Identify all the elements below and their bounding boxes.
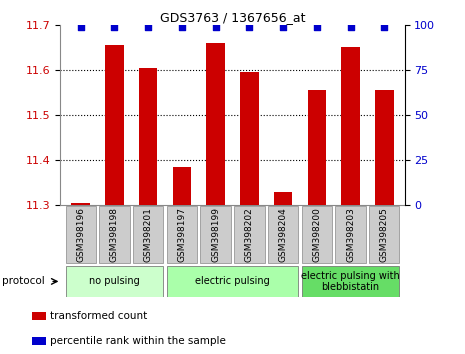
Bar — [105, 45, 124, 205]
Point — [178, 24, 186, 29]
Bar — [307, 90, 326, 205]
Text: GSM398200: GSM398200 — [312, 207, 321, 262]
Point — [77, 24, 85, 29]
Bar — [66, 206, 96, 263]
Bar — [32, 312, 46, 320]
Point — [380, 24, 388, 29]
Text: electric pulsing with
blebbistatin: electric pulsing with blebbistatin — [301, 270, 400, 292]
Bar — [234, 206, 265, 263]
Text: transformed count: transformed count — [50, 311, 148, 321]
Bar — [274, 192, 292, 205]
Bar — [99, 206, 130, 263]
Bar — [173, 167, 191, 205]
Bar — [268, 206, 298, 263]
Bar — [341, 47, 360, 205]
Text: no pulsing: no pulsing — [89, 276, 140, 286]
Bar — [335, 206, 366, 263]
Text: protocol: protocol — [2, 276, 45, 286]
Text: percentile rank within the sample: percentile rank within the sample — [50, 336, 226, 346]
Bar — [240, 72, 259, 205]
Bar — [369, 206, 399, 263]
Bar — [206, 43, 225, 205]
Text: electric pulsing: electric pulsing — [195, 276, 270, 286]
Bar — [200, 206, 231, 263]
Bar — [139, 68, 158, 205]
Bar — [302, 266, 399, 297]
Bar — [375, 90, 393, 205]
Title: GDS3763 / 1367656_at: GDS3763 / 1367656_at — [160, 11, 305, 24]
Point — [111, 24, 118, 29]
Text: GSM398196: GSM398196 — [76, 207, 85, 262]
Text: GSM398202: GSM398202 — [245, 207, 254, 262]
Text: GSM398205: GSM398205 — [380, 207, 389, 262]
Text: GSM398204: GSM398204 — [279, 207, 288, 262]
Text: GSM398197: GSM398197 — [177, 207, 186, 262]
Text: GSM398203: GSM398203 — [346, 207, 355, 262]
Text: GSM398201: GSM398201 — [144, 207, 153, 262]
Point — [246, 24, 253, 29]
Point — [212, 24, 219, 29]
Bar — [72, 203, 90, 205]
Bar — [66, 266, 163, 297]
Bar — [167, 266, 298, 297]
Point — [145, 24, 152, 29]
Point — [313, 24, 320, 29]
Bar — [32, 337, 46, 346]
Bar — [167, 206, 197, 263]
Bar — [133, 206, 163, 263]
Bar — [302, 206, 332, 263]
Text: GSM398199: GSM398199 — [211, 207, 220, 262]
Point — [279, 24, 287, 29]
Text: GSM398198: GSM398198 — [110, 207, 119, 262]
Point — [347, 24, 354, 29]
